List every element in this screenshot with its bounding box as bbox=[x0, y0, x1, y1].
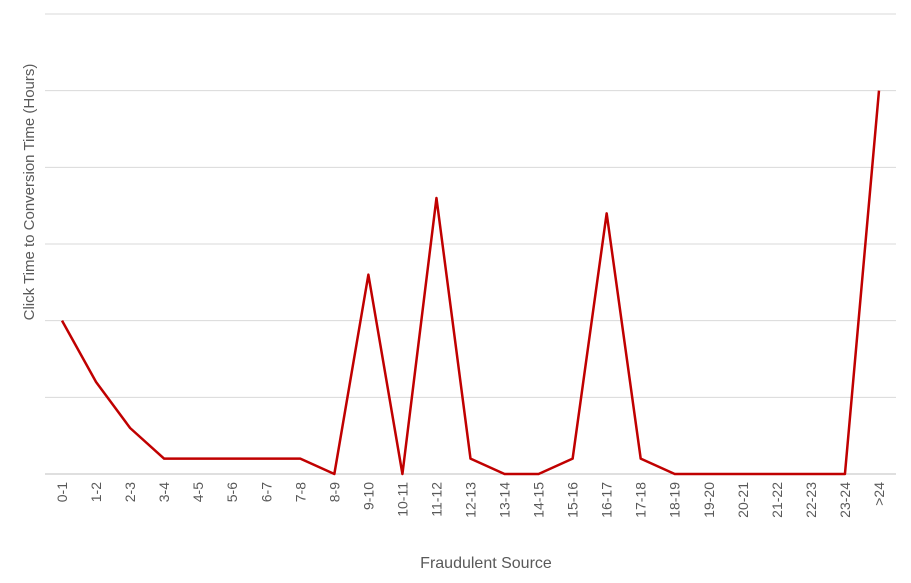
x-tick-label: 9-10 bbox=[360, 482, 376, 510]
x-tick-label: 11-12 bbox=[428, 482, 444, 517]
x-tick-label: 15-16 bbox=[565, 482, 581, 518]
x-tick-label: 5-6 bbox=[224, 482, 240, 502]
x-tick-label: 7-8 bbox=[292, 482, 308, 502]
x-tick-label: 22-23 bbox=[803, 482, 819, 518]
x-tick-label: 4-5 bbox=[190, 482, 206, 502]
x-tick-label: 6-7 bbox=[258, 482, 274, 502]
x-tick-label: 12-13 bbox=[463, 482, 479, 518]
data-line bbox=[60, 90, 881, 476]
x-tick-label: >24 bbox=[871, 482, 887, 506]
x-tick-label: 2-3 bbox=[122, 482, 138, 502]
x-tick-label: 13-14 bbox=[497, 482, 513, 518]
x-tick-label: 20-21 bbox=[735, 482, 751, 518]
x-axis-title: Fraudulent Source bbox=[420, 555, 552, 572]
x-tick-label: 19-20 bbox=[701, 482, 717, 518]
x-tick-label: 16-17 bbox=[599, 482, 615, 518]
x-tick-label: 23-24 bbox=[837, 482, 853, 518]
x-tick-label: 17-18 bbox=[633, 482, 649, 518]
x-tick-label: 14-15 bbox=[531, 482, 547, 518]
x-tick-label: 3-4 bbox=[156, 482, 172, 502]
x-tick-label: 0-1 bbox=[54, 482, 70, 502]
x-tick-label: 21-22 bbox=[769, 482, 785, 518]
x-tick-label: 8-9 bbox=[326, 482, 342, 502]
x-tick-label: 1-2 bbox=[88, 482, 104, 502]
x-tick-label: 10-11 bbox=[394, 482, 410, 517]
y-axis-title: Click Time to Conversion Time (Hours) bbox=[21, 64, 38, 321]
x-tick-label: 18-19 bbox=[667, 482, 683, 518]
